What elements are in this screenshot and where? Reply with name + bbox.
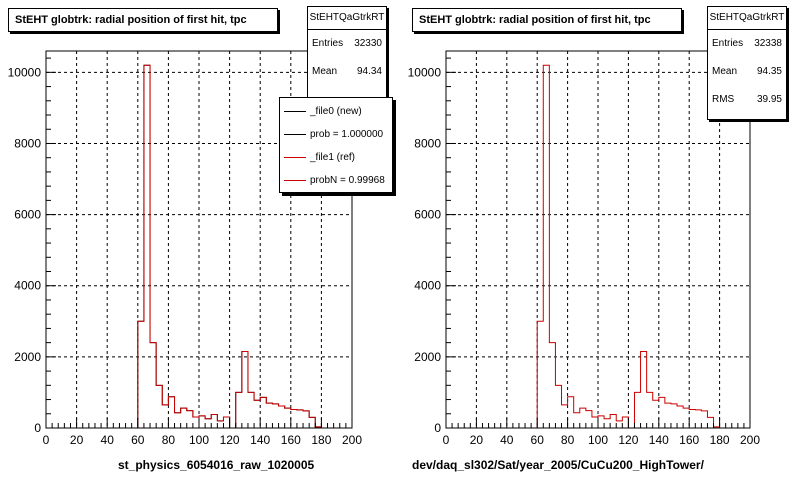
right-stats-mean-value: 94.35 xyxy=(756,66,782,77)
right-stats-entries: Entries 32338 xyxy=(708,30,786,58)
legend-label-probn: probN = 0.99968 xyxy=(310,175,385,186)
right-x-tick-label: 100 xyxy=(588,433,608,447)
left-y-tick-label: 2000 xyxy=(14,350,41,364)
right-x-tick-label: 20 xyxy=(470,433,484,447)
left-x-tick-label: 200 xyxy=(342,433,362,447)
legend-item-file1: _file1 (ref) xyxy=(280,146,392,169)
left-x-tick-label: 140 xyxy=(250,433,270,447)
left-y-tick-label: 0 xyxy=(34,421,41,435)
legend-label-prob: prob = 1.000000 xyxy=(310,129,384,140)
left-x-tick-label: 20 xyxy=(70,433,84,447)
legend-item-file0: _file0 (new) xyxy=(280,100,392,123)
left-legend: _file0 (new) prob = 1.000000 _file1 (ref… xyxy=(279,97,393,193)
right-x-tick-label: 200 xyxy=(740,433,760,447)
right-x-tick-label: 80 xyxy=(561,433,575,447)
right-x-tick-label: 0 xyxy=(443,433,450,447)
legend-item-prob: prob = 1.000000 xyxy=(280,123,392,146)
left-x-tick-label: 120 xyxy=(220,433,240,447)
right-y-tick-label: 8000 xyxy=(414,136,441,150)
right-stats-entries-value: 32338 xyxy=(754,38,782,49)
left-plot-title: StEHT globtrk: radial position of first … xyxy=(8,8,278,32)
legend-swatch-prob xyxy=(284,134,306,135)
left-histogram-pad: 0 20 40 60 80 100 120 140 160 180 200 0 2000 4000 6000… xyxy=(8,6,393,472)
right-histogram-pad: 0 20 40 60 80 100 120 140 160 180 200 0 2000 4000 6000… xyxy=(400,0,800,480)
left-stats-mean-value: 94.34 xyxy=(356,66,382,77)
right-stats-name: StEHTQaGtrkRT xyxy=(708,7,786,30)
legend-item-probn: probN = 0.99968 xyxy=(280,169,392,192)
right-stats-rms-value: 39.95 xyxy=(756,94,782,105)
left-x-tick-label: 0 xyxy=(43,433,50,447)
legend-label-file0: _file0 (new) xyxy=(310,106,362,117)
right-histogram-plot: 0 20 40 60 80 100 120 140 160 180 2000200040006000… xyxy=(408,50,760,447)
right-stats-entries-label: Entries xyxy=(712,38,744,49)
left-histogram-plot: 0 20 40 60 80 100 120 140 160 180 2000200040006000… xyxy=(8,50,362,447)
legend-swatch-file0 xyxy=(284,111,306,112)
right-x-axis-label: dev/daq_sl302/Sat/year_2005/CuCu200_High… xyxy=(412,458,704,472)
right-y-tick-label: 2000 xyxy=(414,350,441,364)
legend-swatch-probn xyxy=(284,180,306,181)
left-x-tick-label: 40 xyxy=(101,433,115,447)
legend-label-file1: _file1 (ref) xyxy=(310,152,356,163)
left-stats-mean: Mean 94.34 xyxy=(308,58,386,86)
right-x-tick-label: 60 xyxy=(531,433,545,447)
right-y-tick-label: 4000 xyxy=(414,279,441,293)
right-y-tick-label: 10000 xyxy=(408,65,442,79)
right-plot-title: StEHT globtrk: radial position of first … xyxy=(412,8,682,32)
left-x-tick-label: 180 xyxy=(311,433,331,447)
left-x-axis-label: st_physics_6054016_raw_1020005 xyxy=(118,458,315,472)
right-y-tick-label: 0 xyxy=(434,421,441,435)
left-x-tick-label: 100 xyxy=(189,433,209,447)
left-stats-name: StEHTQaGtrkRT xyxy=(308,7,386,30)
right-stats-box: StEHTQaGtrkRT Entries 32338 Mean 94.35 R… xyxy=(707,6,787,120)
right-y-tick-label: 6000 xyxy=(414,208,441,222)
right-x-tick-label: 120 xyxy=(618,433,638,447)
left-y-tick-label: 4000 xyxy=(14,279,41,293)
left-y-tick-label: 10000 xyxy=(8,65,42,79)
right-stats-rms-label: RMS xyxy=(712,94,735,105)
legend-swatch-file1 xyxy=(284,157,306,158)
right-stats-mean: Mean 94.35 xyxy=(708,58,786,86)
left-stats-entries-value: 32330 xyxy=(354,38,382,49)
right-x-tick-label: 160 xyxy=(679,433,699,447)
right-x-tick-label: 40 xyxy=(500,433,514,447)
right-stats-mean-label: Mean xyxy=(712,66,738,77)
left-stats-mean-label: Mean xyxy=(312,66,338,77)
left-stats-entries-label: Entries xyxy=(312,38,344,49)
right-x-tick-label: 180 xyxy=(710,433,730,447)
left-x-tick-label: 80 xyxy=(162,433,176,447)
left-x-tick-label: 160 xyxy=(281,433,301,447)
left-x-tick-label: 60 xyxy=(131,433,145,447)
left-y-tick-label: 6000 xyxy=(14,208,41,222)
left-stats-entries: Entries 32330 xyxy=(308,30,386,58)
right-stats-rms: RMS 39.95 xyxy=(708,86,786,114)
left-y-tick-label: 8000 xyxy=(14,136,41,150)
right-x-tick-label: 140 xyxy=(649,433,669,447)
